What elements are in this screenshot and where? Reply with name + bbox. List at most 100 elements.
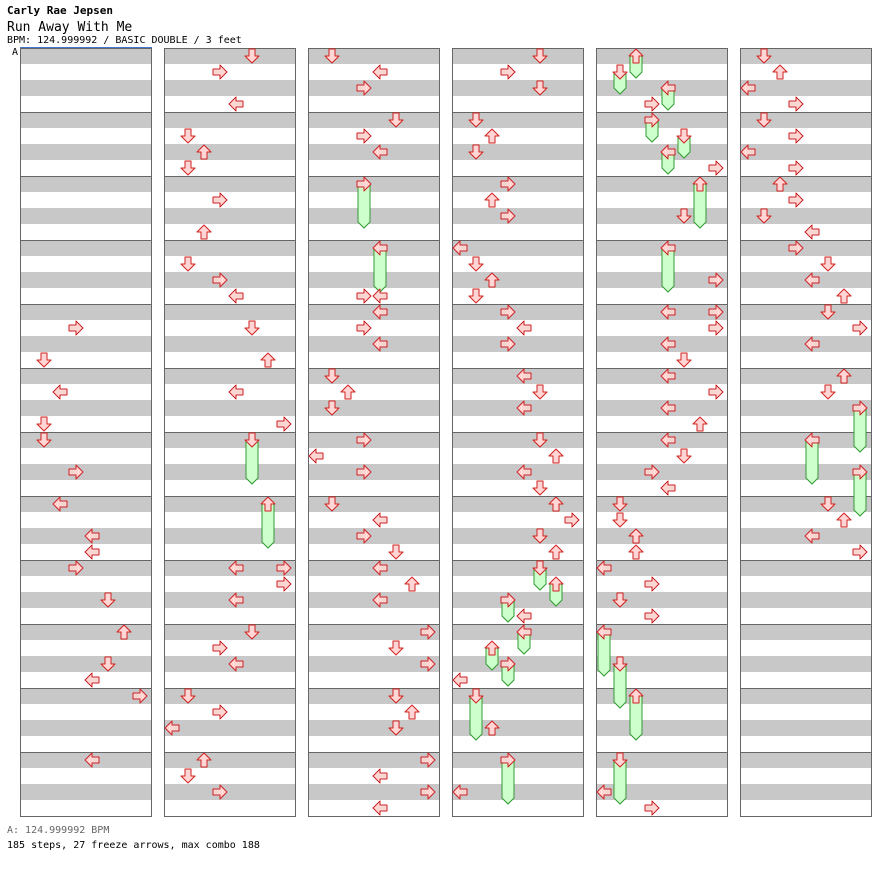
- step-arrow-up: [692, 176, 708, 192]
- step-arrow-down: [180, 768, 196, 784]
- step-arrow-up: [196, 224, 212, 240]
- step-arrow-right: [500, 336, 516, 352]
- step-arrow-down: [244, 48, 260, 64]
- step-arrow-right: [500, 752, 516, 768]
- step-arrow-right: [500, 176, 516, 192]
- beat-stripe: [164, 368, 296, 384]
- step-arrow-right: [500, 592, 516, 608]
- beat-stripe: [596, 720, 728, 736]
- chart-column: [20, 48, 152, 817]
- step-arrow-down: [468, 112, 484, 128]
- footer-bpm: A: 124.999992 BPM: [7, 825, 110, 836]
- beat-stripe: [308, 432, 440, 448]
- step-arrow-up: [836, 368, 852, 384]
- step-arrow-right: [788, 160, 804, 176]
- beat-stripe: [164, 688, 296, 704]
- step-arrow-right: [788, 96, 804, 112]
- step-arrow-left: [372, 592, 388, 608]
- beat-stripe: [20, 624, 152, 640]
- beat-stripe: [164, 496, 296, 512]
- beat-stripe: [740, 752, 872, 768]
- beat-stripe: [308, 720, 440, 736]
- beat-stripe: [308, 80, 440, 96]
- beat-stripe: [596, 528, 728, 544]
- step-arrow-down: [244, 432, 260, 448]
- chart-column: [452, 48, 584, 817]
- beat-stripe: [308, 688, 440, 704]
- beat-stripe: [596, 464, 728, 480]
- beat-stripe: [308, 656, 440, 672]
- beat-stripe: [740, 48, 872, 64]
- step-arrow-down: [532, 48, 548, 64]
- beat-stripe: [452, 752, 584, 768]
- beat-stripe: [740, 720, 872, 736]
- step-arrow-left: [228, 288, 244, 304]
- step-arrow-right: [212, 272, 228, 288]
- step-arrow-down: [532, 528, 548, 544]
- step-arrow-right: [356, 464, 372, 480]
- step-arrow-up: [116, 624, 132, 640]
- step-arrow-left: [516, 464, 532, 480]
- beat-stripe: [20, 496, 152, 512]
- beat-stripe: [596, 176, 728, 192]
- beat-stripe: [20, 560, 152, 576]
- step-arrow-down: [676, 352, 692, 368]
- beat-stripe: [740, 112, 872, 128]
- beat-stripe: [164, 624, 296, 640]
- step-arrow-right: [500, 656, 516, 672]
- beat-stripe: [164, 304, 296, 320]
- beat-stripe: [164, 240, 296, 256]
- beat-stripe: [308, 624, 440, 640]
- beat-stripe: [740, 240, 872, 256]
- step-arrow-right: [708, 384, 724, 400]
- measure-border: [164, 752, 296, 817]
- beat-stripe: [308, 752, 440, 768]
- step-arrow-right: [788, 240, 804, 256]
- step-arrow-down: [100, 592, 116, 608]
- beat-stripe: [308, 368, 440, 384]
- step-arrow-down: [612, 592, 628, 608]
- beat-stripe: [596, 48, 728, 64]
- step-arrow-right: [564, 512, 580, 528]
- step-arrow-left: [596, 784, 612, 800]
- step-arrow-right: [356, 176, 372, 192]
- beat-stripe: [308, 784, 440, 800]
- step-arrow-right: [852, 544, 868, 560]
- beat-stripe: [596, 624, 728, 640]
- beat-stripe: [740, 656, 872, 672]
- step-arrow-down: [324, 368, 340, 384]
- beat-stripe: [164, 752, 296, 768]
- step-arrow-down: [324, 48, 340, 64]
- step-arrow-left: [372, 336, 388, 352]
- beat-stripe: [740, 144, 872, 160]
- beat-stripe: [452, 80, 584, 96]
- chart-column: [164, 48, 296, 817]
- section-marker: A: [12, 47, 19, 58]
- step-arrow-down: [532, 432, 548, 448]
- step-arrow-left: [660, 368, 676, 384]
- step-arrow-down: [180, 688, 196, 704]
- chart-column: [308, 48, 440, 817]
- step-arrow-down: [820, 496, 836, 512]
- step-arrow-left: [228, 560, 244, 576]
- beat-stripe: [20, 656, 152, 672]
- step-arrow-down: [180, 256, 196, 272]
- beat-stripe: [20, 144, 152, 160]
- step-arrow-down: [612, 656, 628, 672]
- step-arrow-right: [420, 624, 436, 640]
- step-arrow-left: [740, 144, 756, 160]
- step-arrow-up: [404, 576, 420, 592]
- beat-stripe: [452, 112, 584, 128]
- step-arrow-up: [772, 64, 788, 80]
- step-arrow-up: [484, 720, 500, 736]
- step-arrow-left: [84, 544, 100, 560]
- step-arrow-right: [356, 432, 372, 448]
- beat-stripe: [164, 80, 296, 96]
- step-arrow-down: [756, 112, 772, 128]
- song-title: Run Away With Me: [7, 20, 133, 35]
- beat-stripe: [164, 112, 296, 128]
- beat-stripe: [164, 176, 296, 192]
- beat-stripe: [740, 80, 872, 96]
- step-arrow-down: [468, 256, 484, 272]
